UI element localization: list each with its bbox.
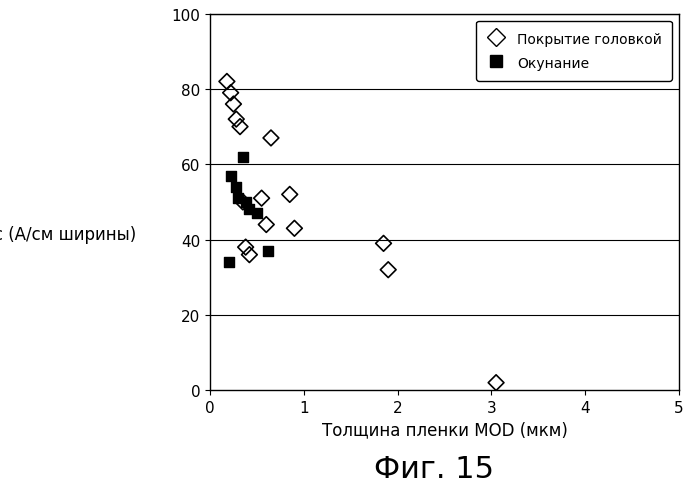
Окунание — [231, 183, 242, 191]
Покрытие головкой — [491, 379, 502, 387]
Text: Ic (А/см ширины): Ic (А/см ширины) — [0, 225, 136, 243]
Покрытие головкой — [244, 251, 255, 259]
Окунание — [225, 172, 236, 180]
Окунание — [244, 206, 255, 214]
Окунание — [232, 195, 244, 203]
Покрытие головкой — [225, 90, 236, 98]
Окунание — [251, 210, 262, 218]
Покрытие головкой — [378, 240, 389, 248]
Покрытие головкой — [289, 225, 300, 233]
X-axis label: Толщина пленки MOD (мкм): Толщина пленки MOD (мкм) — [321, 421, 568, 439]
Окунание — [223, 259, 235, 266]
Покрытие головкой — [231, 116, 242, 124]
Покрытие головкой — [284, 191, 295, 199]
Окунание — [237, 154, 248, 162]
Legend: Покрытие головкой, Окунание: Покрытие головкой, Окунание — [476, 21, 672, 81]
Покрытие головкой — [237, 199, 248, 206]
Покрытие головкой — [265, 135, 276, 142]
Покрытие головкой — [234, 123, 246, 131]
Покрытие головкой — [228, 101, 239, 109]
Окунание — [240, 199, 251, 206]
Покрытие головкой — [383, 266, 394, 274]
Покрытие головкой — [240, 244, 251, 251]
Покрытие головкой — [256, 195, 267, 203]
Окунание — [262, 247, 274, 255]
Покрытие головкой — [221, 79, 232, 86]
Покрытие головкой — [260, 221, 272, 229]
Text: Фиг. 15: Фиг. 15 — [374, 454, 494, 483]
